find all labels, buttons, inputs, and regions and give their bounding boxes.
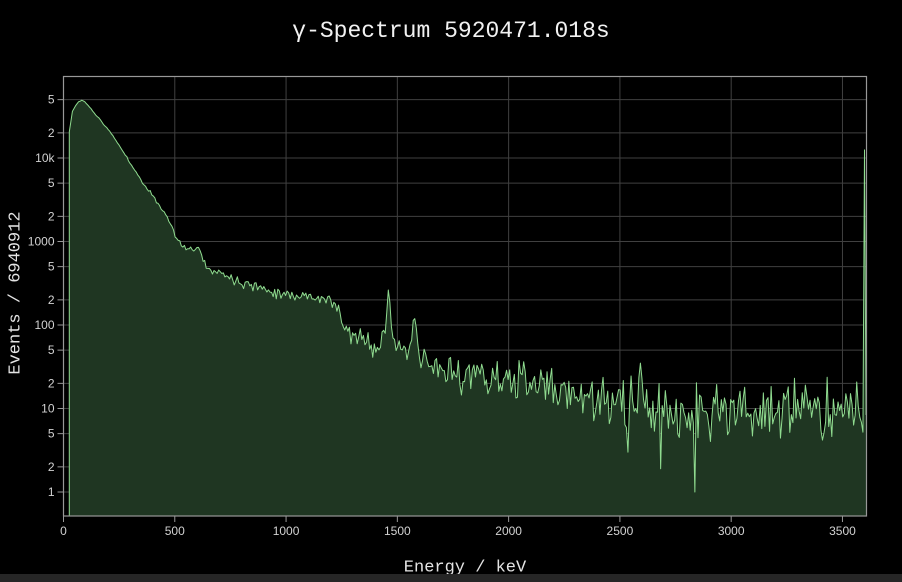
x-tick-label: 1000: [273, 524, 300, 538]
y-tick-label: 1000: [28, 235, 55, 249]
x-tick-label: 3000: [718, 524, 745, 538]
tick-labels: 0 500 1000 1500 2000 2500 3000 3500 1 2 5 10 2 5 100 2 5…: [28, 93, 856, 538]
x-tick-label: 3500: [829, 524, 856, 538]
y-tick-label: 10k: [35, 151, 55, 165]
x-tick-label: 0: [60, 524, 67, 538]
y-tick-label: 2: [48, 293, 55, 307]
x-tick-label: 2500: [607, 524, 634, 538]
y-tick-label: 5: [48, 260, 55, 274]
x-tick-label: 500: [165, 524, 185, 538]
y-tick-label: 2: [48, 126, 55, 140]
y-tick-label: 1: [48, 485, 55, 499]
tick-marks: [57, 99, 843, 522]
y-tick-label: 2: [48, 460, 55, 474]
plot-area[interactable]: [64, 77, 867, 517]
x-axis-title: Energy / keV: [403, 558, 527, 578]
y-tick-label: 5: [48, 176, 55, 190]
y-tick-label: 2: [48, 209, 55, 223]
spectrum-trace[interactable]: [68, 99, 867, 516]
y-tick-label: 5: [48, 427, 55, 441]
x-tick-label: 1500: [384, 524, 411, 538]
y-tick-label: 100: [34, 318, 54, 332]
y-tick-label: 10: [41, 402, 55, 416]
y-tick-label: 5: [48, 93, 55, 107]
y-tick-label: 5: [48, 343, 55, 357]
y-tick-label: 2: [48, 376, 55, 390]
plot-frame: [62, 75, 868, 517]
x-tick-label: 2000: [495, 524, 522, 538]
chart-title: γ-Spectrum 5920471.018s: [292, 18, 610, 44]
bottom-scrollbar[interactable]: [0, 574, 902, 582]
